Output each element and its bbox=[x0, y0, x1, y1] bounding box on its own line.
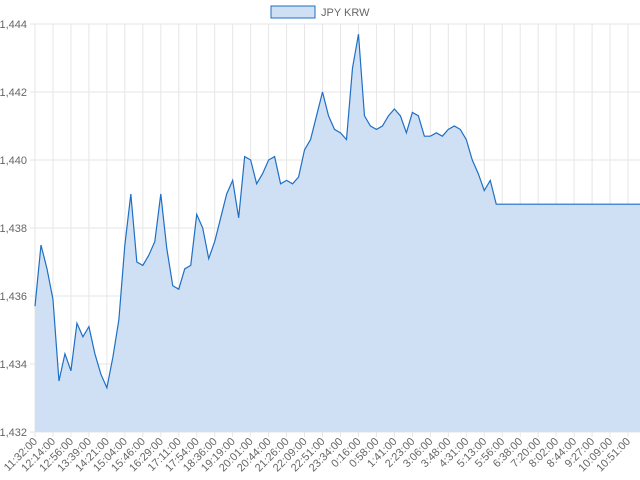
legend-swatch bbox=[270, 5, 316, 19]
legend-label: JPY KRW bbox=[321, 7, 370, 19]
y-tick-label: 1,438 bbox=[0, 223, 27, 235]
y-tick-label: 1,436 bbox=[0, 291, 27, 303]
line bbox=[34, 34, 640, 390]
y-tick-label: 1,440 bbox=[0, 155, 27, 167]
y-tick-label: 1,432 bbox=[0, 427, 27, 439]
y-tick-label: 1,434 bbox=[0, 359, 27, 371]
y-tick-label: 1,442 bbox=[0, 87, 27, 99]
y-tick-label: 1,444 bbox=[0, 19, 27, 31]
area-fill bbox=[35, 34, 640, 432]
